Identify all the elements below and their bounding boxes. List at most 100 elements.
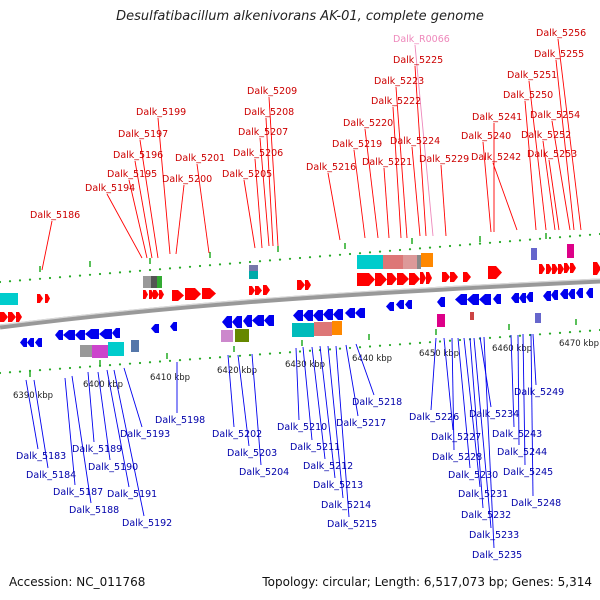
forward-gene-arrow: [593, 262, 600, 275]
forward-gene-label: Dalk_5200: [162, 174, 212, 185]
forward-gene-arrow: [558, 264, 564, 274]
upper-track-guide: [0, 232, 600, 284]
forward-gene-arrow: [8, 312, 16, 322]
guide-dot: [208, 264, 212, 267]
guide-dot: [18, 370, 22, 373]
reverse-gene-label: Dalk_5227: [431, 432, 481, 443]
reverse-gene-arrow: [85, 329, 99, 339]
reverse-gene-arrow: [222, 316, 232, 328]
reverse-gene-label: Dalk_5198: [155, 415, 205, 426]
forward-gene-arrow: [463, 272, 471, 282]
reverse-genes: [20, 288, 593, 347]
label-leader: [483, 336, 495, 549]
forward-gene-arrow: [149, 290, 154, 299]
guide-dot: [348, 346, 352, 350]
forward-gene-arrow: [159, 290, 164, 299]
forward-gene-arrow: [539, 264, 545, 274]
guide-dot: [8, 371, 12, 374]
reverse-gene-arrow: [493, 294, 501, 304]
forward-gene-arrow: [0, 312, 8, 322]
label-leader: [457, 337, 471, 469]
label-leader: [175, 184, 185, 255]
forward-gene-label: Dalk_5253: [527, 149, 577, 160]
feature-block: [157, 276, 162, 288]
reverse-gene-arrow: [586, 288, 593, 298]
reverse-gene-arrow: [232, 316, 242, 328]
label-leader: [265, 117, 274, 247]
label-leader: [353, 149, 366, 239]
reverse-gene-label: Dalk_5243: [492, 429, 542, 440]
forward-gene-label: Dalk_5229: [419, 154, 469, 165]
guide-dot: [408, 248, 412, 251]
guide-dot: [198, 357, 202, 360]
tick-label: 6440 kbp: [352, 354, 392, 364]
feature-block: [421, 253, 433, 267]
reverse-gene-arrow: [551, 290, 558, 300]
guide-dot: [138, 361, 142, 365]
forward-gene-label: Dalk_5221: [362, 157, 412, 168]
guide-dot: [438, 340, 442, 343]
guide-dot: [158, 360, 162, 363]
forward-gene-arrow: [357, 273, 375, 286]
reverse-gene-arrow: [386, 302, 394, 311]
guide-dot: [178, 266, 182, 269]
guide-dot: [418, 341, 422, 344]
forward-gene-label: Dalk_5254: [530, 110, 580, 121]
guide-dot: [468, 243, 472, 246]
label-leader: [128, 179, 148, 259]
guide-dot: [108, 272, 112, 275]
guide-dot: [198, 264, 202, 268]
reverse-gene-label: Dalk_5202: [212, 429, 262, 440]
reverse-gene-label: Dalk_5184: [26, 470, 76, 481]
forward-gene-label: Dalk_5240: [461, 131, 511, 142]
reverse-gene-arrow: [252, 315, 264, 326]
forward-gene-label: Dalk_5197: [118, 129, 168, 140]
reverse-gene-label: Dalk_5233: [469, 530, 519, 541]
feature-block: [108, 342, 124, 356]
tick-label: 6410 kbp: [150, 373, 190, 383]
guide-dot: [258, 260, 262, 263]
forward-gene-label: Dalk_5206: [233, 148, 283, 159]
tick-label: 6470 kbp: [559, 339, 599, 349]
reverse-gene-label: Dalk_5188: [69, 505, 119, 516]
reverse-gene-arrow: [467, 294, 479, 305]
forward-gene-label: Dalk_R0066: [393, 34, 450, 45]
reverse-gene-arrow: [560, 289, 568, 299]
label-leader: [551, 120, 571, 231]
guide-dot: [338, 253, 342, 256]
forward-gene-label: Dalk_5220: [343, 118, 393, 129]
guide-dot: [548, 236, 552, 240]
guide-dot: [298, 350, 302, 353]
reverse-gene-label: Dalk_5214: [321, 500, 371, 511]
reverse-gene-label: Dalk_5211: [290, 442, 340, 453]
feature-block: [535, 313, 541, 323]
reverse-gene-label: Dalk_5228: [432, 452, 482, 463]
guide-dot: [238, 261, 242, 264]
label-leader: [522, 333, 526, 466]
label-leader: [414, 44, 434, 237]
forward-gene-label: Dalk_5205: [222, 169, 272, 180]
guide-dot: [248, 260, 252, 264]
guide-dot: [328, 254, 332, 257]
reverse-gene-arrow: [63, 330, 75, 340]
feature-block: [357, 255, 383, 269]
reverse-gene-label: Dalk_5193: [120, 429, 170, 440]
feature-block: [235, 329, 249, 342]
guide-dot: [288, 351, 292, 354]
guide-dot: [438, 245, 442, 248]
label-leader: [302, 346, 313, 441]
forward-gene-arrow: [202, 288, 216, 299]
reverse-gene-arrow: [519, 293, 526, 303]
forward-gene-arrow: [420, 272, 426, 284]
forward-gene-label: Dalk_5252: [521, 130, 571, 141]
label-leader: [259, 137, 270, 247]
guide-dot: [398, 248, 402, 252]
guide-dot: [448, 339, 452, 342]
label-leader: [139, 139, 159, 259]
label-leader: [530, 333, 534, 497]
forward-gene-arrow: [488, 266, 502, 279]
forward-gene-label: Dalk_5242: [471, 152, 521, 163]
label-leader: [113, 369, 145, 517]
label-leader: [268, 96, 279, 247]
forward-gene-label: Dalk_5222: [371, 96, 421, 107]
